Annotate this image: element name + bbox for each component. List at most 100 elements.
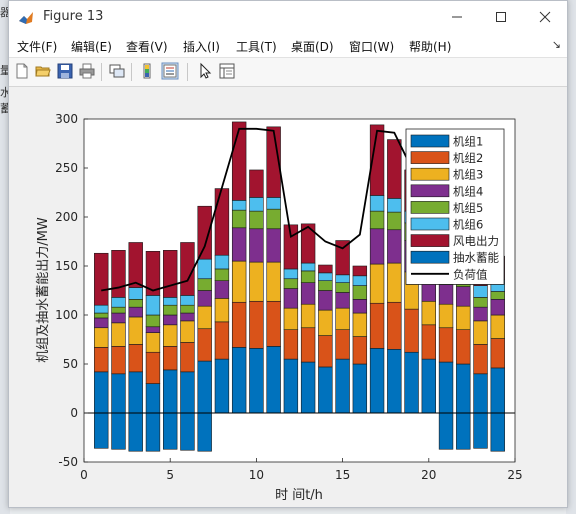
bar-segment-series-3 [438, 303, 454, 329]
legend-label: 机组2 [453, 151, 483, 165]
menu-tools[interactable]: 工具(T) [236, 40, 277, 54]
bar-segment-series-4 [318, 290, 333, 311]
bar-segment-series-7 [180, 242, 195, 296]
legend-label: 负荷值 [453, 267, 488, 281]
window-title: Figure 13 [43, 9, 104, 24]
bar-segment-series-8 [456, 412, 471, 450]
minimize-button[interactable] [435, 1, 479, 33]
bar-segment-series-1 [352, 363, 368, 414]
bar-segment-series-2 [249, 300, 264, 349]
bar-segment-series-1 [438, 361, 454, 414]
bar-segment-series-5 [369, 210, 385, 230]
maximize-button[interactable] [479, 1, 523, 33]
background-window-right-edge [566, 0, 576, 514]
bar-segment-series-4 [163, 314, 178, 326]
bar-segment-series-5 [352, 285, 368, 300]
figure-toolbar [9, 57, 567, 87]
bar-segment-series-2 [94, 347, 109, 373]
x-tick-label: 0 [80, 468, 88, 482]
legend-swatch [410, 167, 450, 181]
bar-segment-series-7 [249, 169, 264, 198]
bar-segment-series-6 [369, 195, 385, 212]
bar-segment-series-6 [111, 297, 126, 308]
bar-segment-series-5 [283, 278, 299, 289]
bar-segment-series-6 [300, 262, 316, 272]
y-tick-label: 150 [55, 259, 78, 273]
bar-segment-series-6 [180, 295, 195, 306]
bar-segment-series-1 [128, 371, 143, 414]
bar-segment-series-6 [249, 197, 264, 212]
legend-label: 风电出力 [453, 234, 499, 248]
menu-file[interactable]: 文件(F) [17, 40, 58, 54]
menu-insert[interactable]: 插入(I) [183, 40, 220, 54]
bar-segment-series-3 [490, 314, 505, 339]
menu-desktop[interactable]: 桌面(D) [291, 40, 334, 54]
print-icon[interactable] [78, 62, 96, 80]
bar-segment-series-1 [300, 361, 316, 414]
bar-segment-series-5 [266, 208, 281, 230]
bar-segment-series-2 [473, 344, 488, 375]
link-plot-icon[interactable] [108, 62, 126, 80]
colorbar-icon[interactable] [138, 62, 156, 80]
bar-segment-series-8 [473, 412, 488, 449]
legend-label: 机组5 [453, 201, 483, 215]
bar-segment-series-2 [231, 301, 247, 348]
bar-segment-series-8 [94, 412, 109, 449]
bar-segment-series-5 [473, 297, 488, 308]
menu-overflow-arrow-icon[interactable]: ↘ [551, 38, 561, 51]
bar-segment-series-8 [180, 412, 195, 451]
legend-icon[interactable] [161, 62, 179, 80]
edit-plot-icon[interactable] [196, 62, 214, 80]
bar-segment-series-3 [283, 307, 299, 330]
menu-help[interactable]: 帮助(H) [409, 40, 452, 54]
legend-swatch [410, 134, 450, 148]
bar-segment-series-7 [111, 250, 126, 298]
bar-segment-series-3 [231, 260, 247, 303]
legend-swatch [410, 250, 450, 264]
x-tick-label: 10 [249, 468, 264, 482]
bar-segment-series-2 [318, 335, 333, 368]
bar-segment-series-4 [128, 306, 143, 318]
bar-segment-series-1 [404, 351, 419, 414]
toolbar-separator [187, 63, 188, 81]
bar-segment-series-6 [145, 295, 161, 316]
menu-window[interactable]: 窗口(W) [349, 40, 395, 54]
bar-segment-series-1 [421, 358, 436, 414]
x-tick-label: 5 [166, 468, 174, 482]
close-button[interactable] [523, 1, 567, 33]
bar-segment-series-1 [490, 367, 505, 414]
bar-segment-series-2 [438, 327, 454, 363]
bar-segment-series-1 [94, 371, 109, 414]
y-tick-label: -50 [58, 455, 78, 469]
new-figure-icon[interactable] [13, 62, 31, 80]
bar-segment-series-6 [197, 258, 212, 280]
menu-edit[interactable]: 编辑(E) [71, 40, 112, 54]
bar-segment-series-5 [145, 314, 161, 328]
bar-segment-series-1 [335, 358, 350, 414]
bar-segment-series-2 [456, 329, 471, 365]
save-icon[interactable] [56, 62, 74, 80]
background-text-fragment: 水蓄 [0, 86, 11, 115]
bar-segment-series-1 [249, 348, 264, 414]
y-axis-ticks: -50 0 50 100 150 200 250 300 [55, 112, 88, 469]
bar-segment-series-7 [197, 205, 212, 260]
bar-segment-series-1 [473, 373, 488, 414]
bar-segment-series-3 [318, 309, 333, 336]
bar-segment-series-4 [352, 299, 368, 314]
bar-segment-series-5 [318, 280, 333, 291]
bar-segment-series-1 [197, 360, 212, 414]
y-tick-label: 100 [55, 308, 78, 322]
bar-segment-series-5 [490, 291, 505, 300]
bar-segment-series-7 [266, 126, 281, 198]
bar-segment-series-1 [369, 348, 385, 414]
menu-view[interactable]: 查看(V) [126, 40, 168, 54]
open-file-icon[interactable] [34, 62, 52, 80]
bar-segment-series-3 [94, 327, 109, 348]
bar-segment-series-2 [163, 346, 178, 371]
title-bar[interactable]: Figure 13 [9, 1, 567, 33]
property-inspector-icon[interactable] [218, 62, 236, 80]
bar-segment-series-7 [283, 224, 299, 270]
bar-segment-series-7 [387, 139, 402, 199]
